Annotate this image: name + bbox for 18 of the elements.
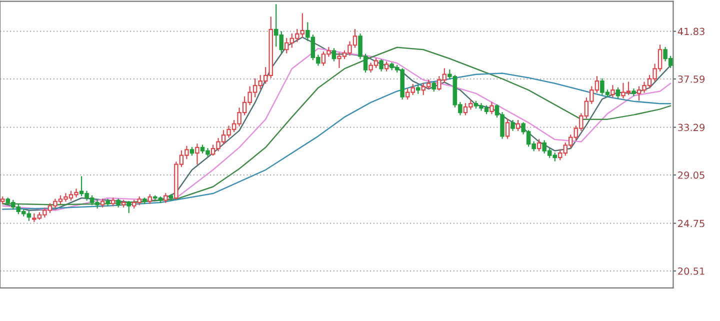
candlestick bbox=[490, 102, 494, 114]
y-tick-label: 20.51 bbox=[678, 267, 704, 275]
y-tick-label: 33.29 bbox=[678, 124, 705, 132]
candlestick bbox=[379, 59, 384, 72]
candlestick bbox=[536, 138, 542, 152]
candlestick bbox=[616, 87, 620, 99]
y-tick-label: 24.75 bbox=[678, 220, 704, 228]
candlestick bbox=[126, 200, 131, 214]
candlestick bbox=[332, 48, 336, 62]
candlestick bbox=[610, 85, 615, 98]
candlestick bbox=[505, 118, 510, 139]
y-tick-label: 41.83 bbox=[678, 28, 704, 36]
y-tick-label: 37.59 bbox=[678, 75, 705, 83]
candlestick bbox=[510, 120, 515, 132]
candlestick bbox=[516, 120, 520, 132]
candlestick bbox=[195, 143, 200, 165]
line-series bbox=[2, 72, 672, 210]
y-tick-label: 29.05 bbox=[678, 171, 704, 179]
